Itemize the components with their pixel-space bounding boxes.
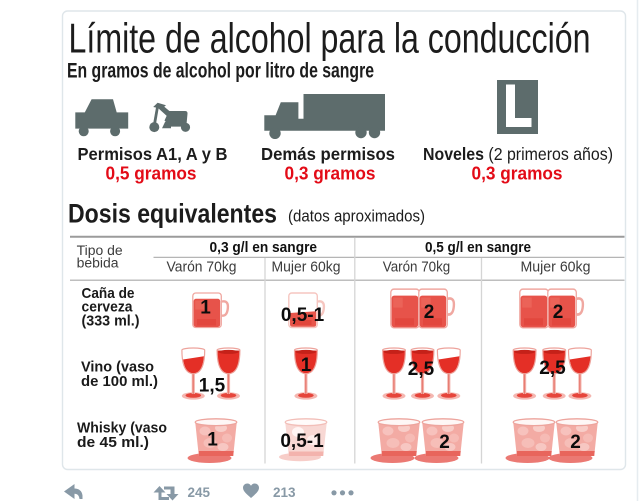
svg-text:1: 1 xyxy=(207,430,218,451)
svg-text:245: 245 xyxy=(188,485,211,500)
svg-text:(datos aproximados): (datos aproximados) xyxy=(288,207,425,226)
svg-text:Vino (vaso: Vino (vaso xyxy=(81,359,154,376)
svg-text:Noveles (2 primeros años): Noveles (2 primeros años) xyxy=(423,144,613,164)
svg-text:0,3 gramos: 0,3 gramos xyxy=(285,163,376,184)
svg-text:2,5: 2,5 xyxy=(539,358,566,379)
svg-text:Whisky (vaso: Whisky (vaso xyxy=(77,420,167,437)
svg-text:Mujer 60kg: Mujer 60kg xyxy=(521,259,591,276)
svg-text:0,3 gramos: 0,3 gramos xyxy=(472,163,563,184)
svg-text:2: 2 xyxy=(553,302,564,323)
svg-text:Mujer 60kg: Mujer 60kg xyxy=(272,259,341,276)
svg-text:bebida: bebida xyxy=(77,256,120,271)
svg-text:Demás permisos: Demás permisos xyxy=(261,144,395,164)
svg-text:Varón 70kg: Varón 70kg xyxy=(167,259,237,276)
svg-text:2: 2 xyxy=(439,432,450,453)
svg-text:0,3 g/l en sangre: 0,3 g/l en sangre xyxy=(210,240,318,256)
svg-text:cerveza: cerveza xyxy=(82,299,134,316)
svg-text:0,5-1: 0,5-1 xyxy=(280,431,324,452)
svg-text:1: 1 xyxy=(301,355,312,376)
svg-text:de 100 ml.): de 100 ml.) xyxy=(81,373,158,390)
svg-text:Permisos A1, A y B: Permisos A1, A y B xyxy=(78,144,228,164)
svg-text:1,5: 1,5 xyxy=(199,376,226,397)
svg-text:2,5: 2,5 xyxy=(408,359,435,380)
svg-text:(333 ml.): (333 ml.) xyxy=(82,313,140,330)
svg-text:0,5-1: 0,5-1 xyxy=(281,305,325,326)
svg-text:Varón 70kg: Varón 70kg xyxy=(383,259,451,276)
svg-text:Límite de alcohol para la cond: Límite de alcohol para la conducción xyxy=(69,15,591,62)
svg-text:2: 2 xyxy=(570,432,581,453)
svg-text:Dosis equivalentes: Dosis equivalentes xyxy=(68,199,277,229)
svg-text:0,5 g/l en sangre: 0,5 g/l en sangre xyxy=(425,240,531,256)
svg-text:En gramos de alcohol por litro: En gramos de alcohol por litro de sangre xyxy=(67,59,374,83)
svg-text:Tipo de: Tipo de xyxy=(77,243,123,258)
svg-text:Caña de: Caña de xyxy=(82,285,135,302)
svg-text:0,5 gramos: 0,5 gramos xyxy=(106,163,197,184)
svg-text:2: 2 xyxy=(424,302,435,323)
svg-text:213: 213 xyxy=(273,485,296,500)
svg-text:de 45 ml.): de 45 ml.) xyxy=(77,434,149,451)
svg-text:1: 1 xyxy=(200,298,211,319)
